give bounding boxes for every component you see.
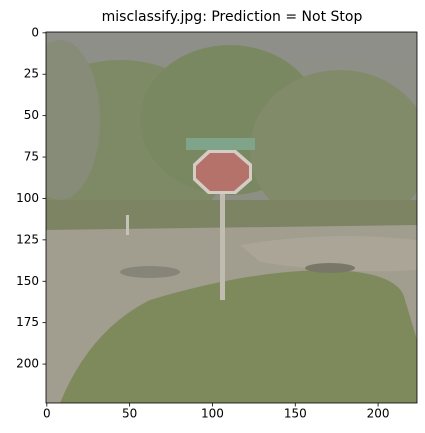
y-tick-label: 100	[16, 191, 39, 205]
x-tick-label: 0	[43, 407, 51, 421]
y-tick-label: 50	[24, 108, 39, 122]
y-tick-label: 125	[16, 232, 39, 246]
axes-frame	[45, 31, 418, 404]
x-tick-label: 50	[122, 407, 137, 421]
y-tick-label: 150	[16, 274, 39, 288]
y-tick-label: 75	[24, 150, 39, 164]
y-tick-label: 175	[16, 315, 39, 329]
y-tick-label: 25	[24, 67, 39, 81]
x-tick-label: 200	[367, 407, 390, 421]
y-tick-label: 0	[31, 25, 39, 39]
chart-title: misclassify.jpg: Prediction = Not Stop	[102, 9, 363, 25]
x-tick-label: 150	[284, 407, 307, 421]
y-tick-label: 200	[16, 357, 39, 371]
image	[46, 32, 417, 403]
x-tick-label: 100	[201, 407, 224, 421]
